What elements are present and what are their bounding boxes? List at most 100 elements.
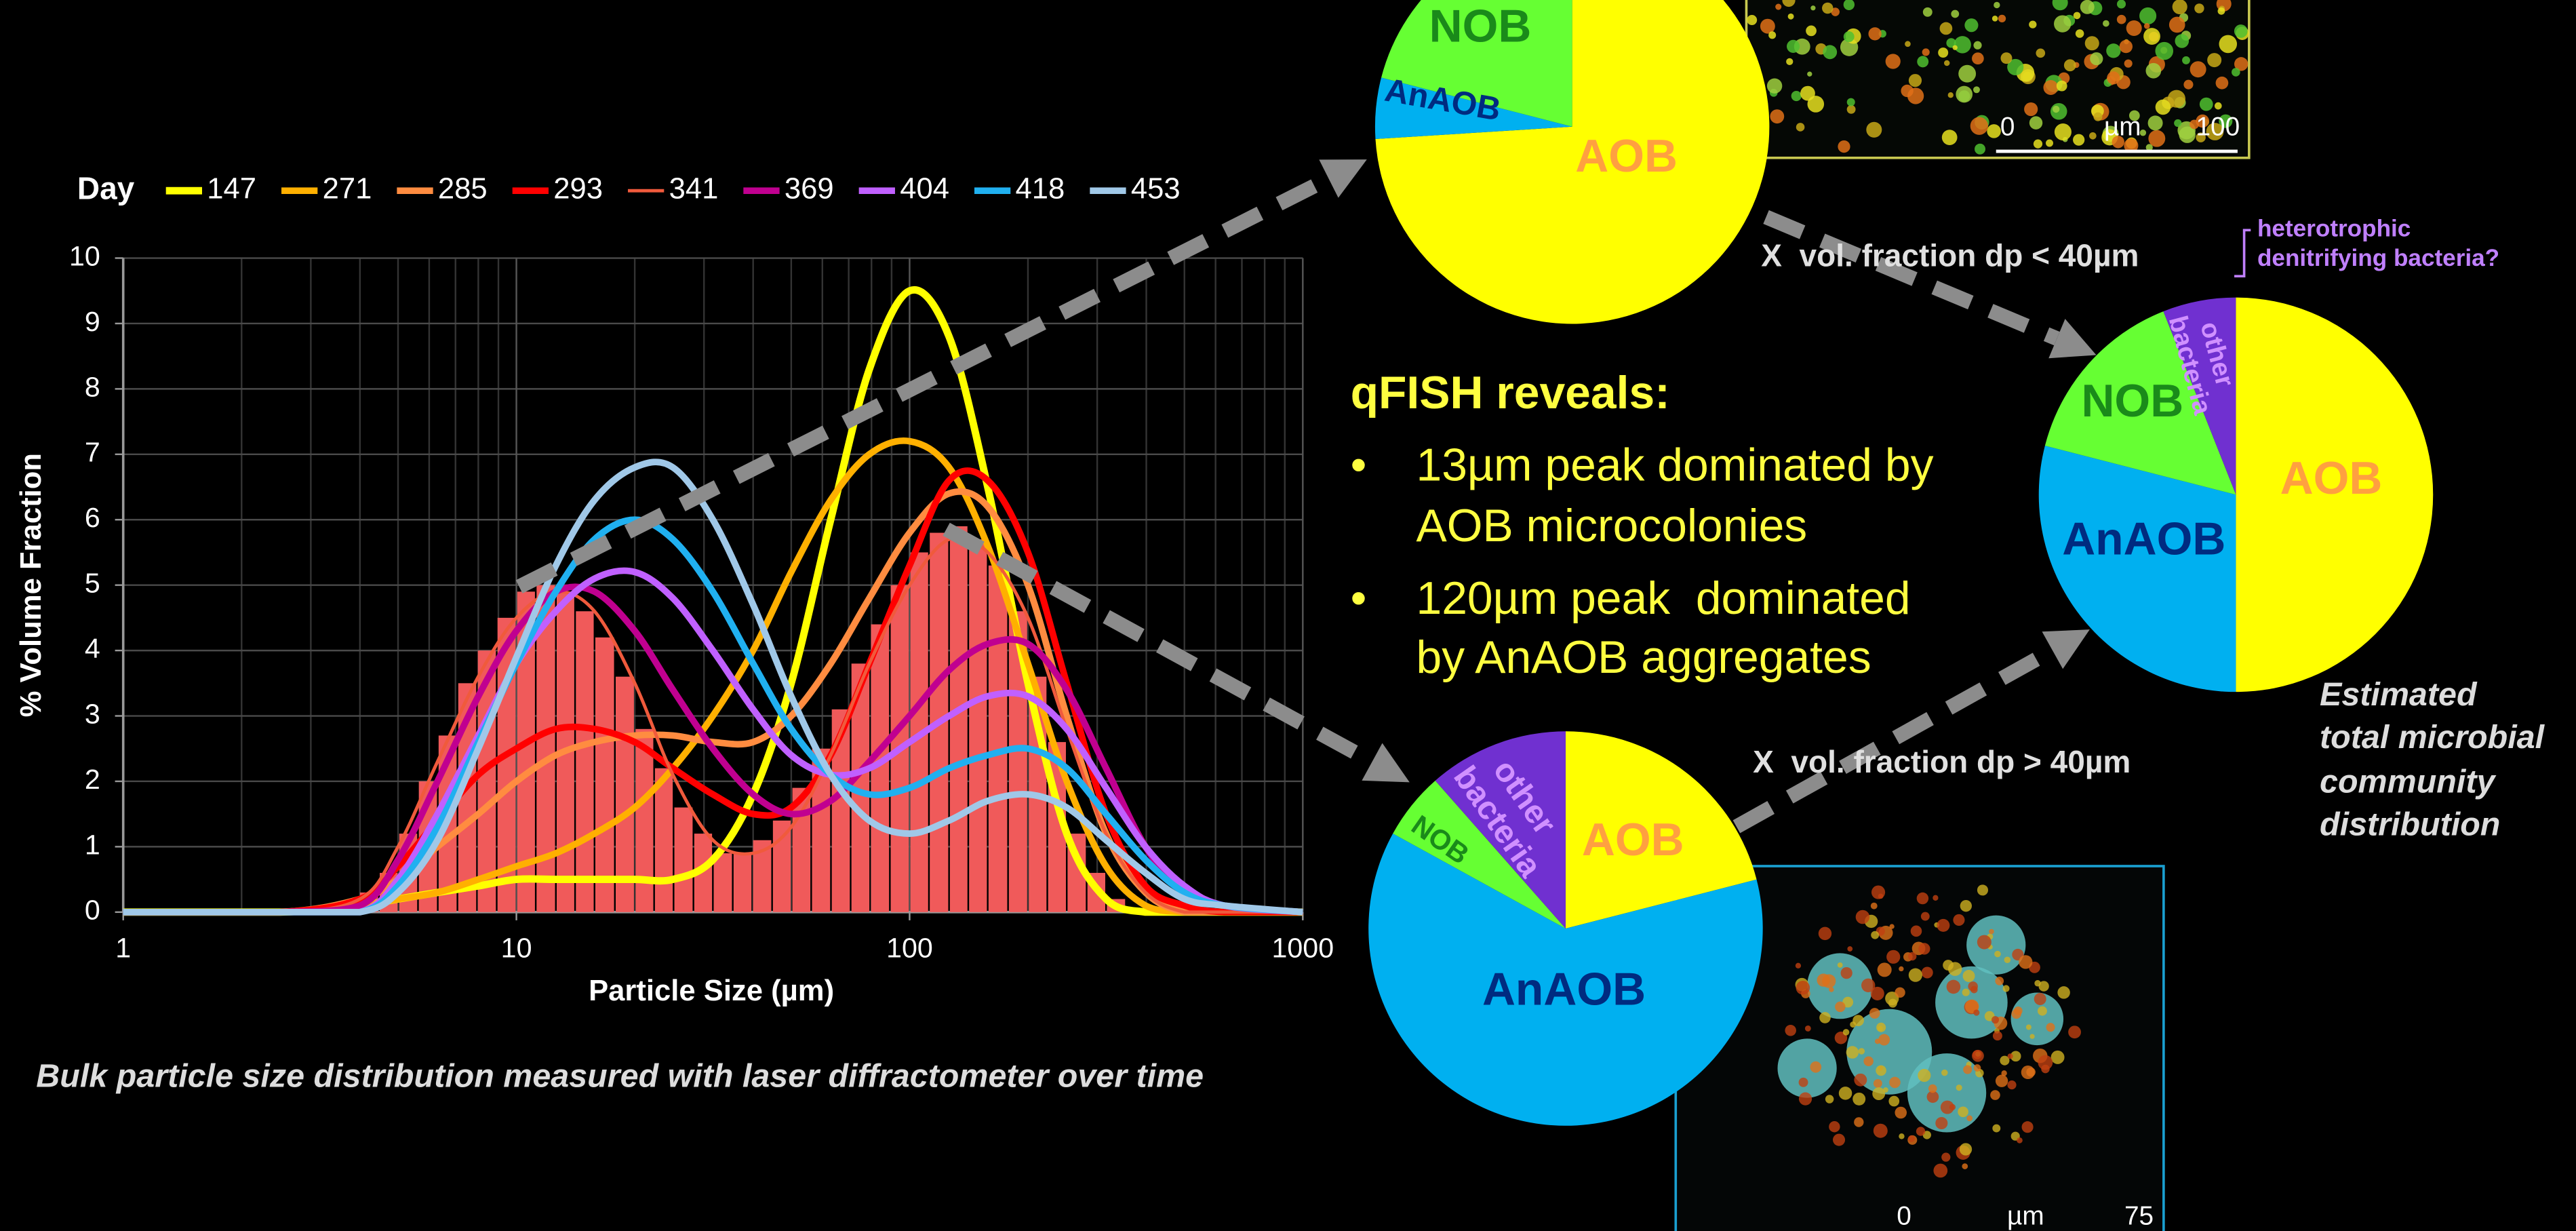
- y-tick-label: 8: [85, 371, 100, 402]
- micrograph-cell: [2219, 35, 2237, 54]
- qfish-title: qFISH reveals:: [1351, 368, 1670, 418]
- y-axis-title: % Volume Fraction: [15, 453, 47, 717]
- micrograph-cell: [1760, 19, 1775, 34]
- micrograph-cell: [1935, 1117, 1947, 1129]
- micrograph-cell: [2194, 3, 2204, 13]
- legend-label: 147: [207, 173, 256, 206]
- x-tick-label: 10: [501, 932, 532, 963]
- micrograph-cell: [2002, 985, 2009, 992]
- micrograph-cell: [1962, 989, 1970, 996]
- legend-label: 285: [438, 173, 488, 206]
- note: total microbial: [2320, 719, 2545, 756]
- micrograph-cell: [1871, 903, 1878, 910]
- micrograph-cell: [1993, 1031, 2002, 1040]
- page: {"chart_data": [ {"type": "line", "legen…: [0, 0, 2576, 1231]
- series-line: [123, 462, 1303, 912]
- micrograph-cell: [1796, 963, 1801, 969]
- micrograph-cell: [2144, 23, 2150, 29]
- micrograph-cell: [2014, 1007, 2023, 1015]
- micrograph-cell: [1899, 966, 1903, 971]
- micrograph-cell: [1917, 56, 1928, 67]
- micrograph-cell: [1861, 979, 1875, 992]
- pie-label: AOB: [2280, 453, 2383, 504]
- micrograph-cell: [1846, 1046, 1859, 1059]
- micrograph-cell: [1856, 910, 1870, 924]
- micrograph-cell: [2173, 0, 2187, 14]
- micrograph-cell: [1838, 962, 1843, 968]
- y-tick-label: 6: [85, 502, 100, 533]
- micrograph-cell: [1810, 1061, 1821, 1073]
- pie-label: AnAOB: [2062, 514, 2225, 565]
- legend-label: 404: [900, 173, 949, 206]
- micrograph-cell: [1871, 931, 1879, 939]
- bullet-text: AOB microcolonies: [1416, 501, 1807, 551]
- micrograph-cell: [2043, 80, 2058, 95]
- legend-label: 369: [785, 173, 834, 206]
- micrograph-cell: [2034, 993, 2046, 1005]
- micrograph-cell: [2080, 0, 2095, 14]
- scale-label: 75: [2124, 1202, 2154, 1231]
- micrograph-cell: [2103, 20, 2109, 27]
- micrograph-cell: [1767, 78, 1782, 93]
- micrograph-cell: [1835, 1002, 1845, 1012]
- micrograph-cell: [2232, 68, 2240, 77]
- micrograph-cell: [2089, 132, 2097, 140]
- micrograph-cell: [1907, 87, 1924, 104]
- y-tick-label: 2: [85, 764, 100, 795]
- micrograph-cell: [1994, 2, 2000, 8]
- micrograph-cell: [1844, 31, 1855, 42]
- micrograph-cell: [2182, 56, 2190, 64]
- pie-label: AnAOB: [1482, 964, 1646, 1015]
- micrograph-cell: [1956, 1085, 1962, 1091]
- micrograph-cell: [1852, 1093, 1865, 1106]
- legend-label: 418: [1016, 173, 1065, 206]
- micrograph-cell: [2024, 102, 2038, 116]
- micrograph-cell: [1941, 1101, 1954, 1114]
- micrograph-cell: [2029, 1034, 2034, 1038]
- micrograph-cell: [2085, 36, 2099, 50]
- legend-label: 271: [323, 173, 372, 206]
- micrograph-cell: [1973, 41, 1981, 50]
- micrograph-cell: [2046, 1023, 2055, 1032]
- micrograph-cell: [2068, 1025, 2081, 1038]
- micrograph-cell: [1874, 1124, 1888, 1138]
- micrograph-cell: [1888, 999, 1897, 1008]
- bullet: •: [1351, 573, 1367, 624]
- micrograph-cell: [1852, 1015, 1864, 1026]
- micrograph-cell: [2036, 48, 2045, 58]
- micrograph-cell: [1953, 914, 1964, 926]
- micrograph-cell: [2216, 77, 2229, 90]
- micrograph-cell: [1886, 950, 1900, 964]
- scale-label: 0: [1897, 1202, 1911, 1231]
- micrograph-cell: [2074, 12, 2081, 20]
- micrograph-cell: [2055, 123, 2072, 140]
- micrograph-cell: [2021, 1066, 2035, 1079]
- histogram-bar: [635, 729, 653, 912]
- x-tick-label: 1000: [1272, 932, 1334, 963]
- micrograph-cell: [1866, 122, 1882, 138]
- micrograph-cell: [1819, 927, 1831, 940]
- micrograph-cell: [1847, 105, 1856, 114]
- micrograph-cell: [2019, 955, 2032, 969]
- legend-label: 341: [669, 173, 719, 206]
- micrograph-cell: [1951, 10, 1959, 18]
- slide: 0123456789101101001000Particle Size (µm)…: [0, 0, 2576, 1231]
- y-tick-label: 3: [85, 698, 100, 729]
- note: community: [2320, 764, 2496, 800]
- micrograph-cell: [1944, 60, 1949, 66]
- micrograph-cell: [1973, 1009, 1979, 1015]
- micrograph-cell: [1805, 1025, 1811, 1032]
- scale-label: µm: [2007, 1202, 2044, 1231]
- micrograph-cell: [2057, 986, 2069, 998]
- micrograph-cell: [1908, 952, 1916, 960]
- micrograph-cell: [1829, 1121, 1840, 1132]
- series-line: [123, 492, 1303, 912]
- micrograph-cell: [2026, 1025, 2032, 1030]
- micrograph-cell: [1958, 65, 1976, 83]
- histogram-bar: [734, 853, 751, 912]
- micrograph-cell: [1800, 86, 1815, 101]
- micrograph-cell: [2148, 115, 2163, 130]
- micrograph-cell: [1876, 1066, 1886, 1076]
- micrograph-cell: [2046, 139, 2053, 146]
- micrograph-cell: [1889, 1077, 1901, 1089]
